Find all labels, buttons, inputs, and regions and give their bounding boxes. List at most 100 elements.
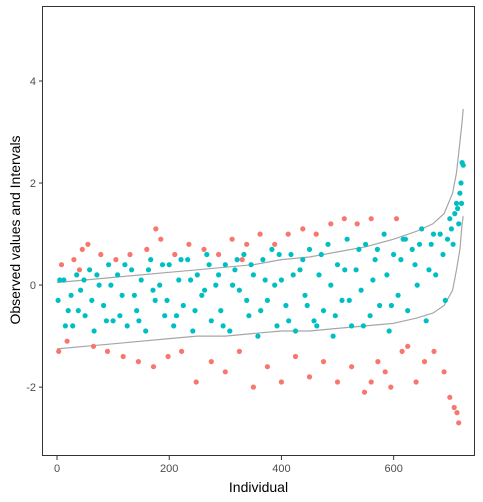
data-point [150,287,156,293]
data-point [81,277,87,283]
data-point [437,231,443,237]
data-point [241,251,247,258]
data-point [122,262,128,268]
data-point [85,241,91,247]
data-point [452,211,458,217]
data-point [316,272,322,278]
data-point [255,333,261,339]
data-point [290,272,296,278]
data-point [89,297,95,303]
data-point [202,287,208,293]
x-tick-label: 0 [54,463,60,475]
data-point [74,272,80,278]
data-point [377,302,383,309]
data-point [426,267,432,273]
data-point [64,338,70,344]
data-point [358,287,364,293]
data-point [332,313,338,319]
y-tick-label: 2 [30,178,36,190]
data-point [388,302,394,309]
data-point [360,323,366,329]
data-point [176,277,182,283]
data-point [354,221,360,227]
data-point [430,231,437,237]
data-point [246,313,252,319]
data-point [136,318,142,324]
data-point [143,328,149,334]
data-point [106,262,112,268]
data-point [192,308,198,314]
data-point [285,231,291,237]
data-point [185,257,191,263]
data-point [82,313,88,319]
data-point [460,162,466,168]
data-point [339,297,345,303]
data-point [304,302,310,309]
data-point [428,241,434,247]
data-point [165,353,171,360]
series-1 [56,216,462,426]
data-point [138,277,144,283]
data-point [431,348,437,354]
y-axis-title: Observed values and Intervals [7,135,23,324]
data-point [71,257,77,263]
data-point [356,246,362,252]
data-point [227,328,233,334]
data-point [166,262,172,268]
data-point [297,267,303,273]
data-point [269,246,275,252]
data-point [78,287,84,293]
data-point [300,226,306,232]
data-point [179,348,185,354]
data-point [402,236,408,242]
data-point [262,277,268,283]
data-point [236,348,242,354]
data-point [361,389,368,395]
data-point [314,323,320,329]
data-point [260,257,266,263]
data-point [391,251,397,258]
data-point [292,328,299,334]
data-point [96,282,102,288]
data-point [76,267,83,273]
y-tick-label: 4 [30,76,36,88]
data-point [264,297,270,303]
data-point [91,328,97,334]
data-point [412,262,418,268]
data-point [399,348,405,354]
data-point [193,379,199,385]
data-point [119,292,125,298]
data-point [55,297,61,303]
data-point [68,292,74,298]
y-tick-label: 0 [30,280,36,292]
data-point [363,241,369,247]
data-point [180,302,186,309]
data-point [58,262,65,268]
data-point [278,379,284,385]
data-point [87,267,93,273]
data-point [208,318,214,324]
data-point [375,359,381,365]
data-point [334,262,341,268]
data-point [135,359,141,365]
data-point [236,287,242,293]
data-point [328,282,334,288]
data-point [342,267,348,273]
data-point [388,384,394,390]
data-point [302,292,308,298]
data-point [61,277,67,283]
series-0 [55,160,466,339]
data-point [367,313,373,319]
data-point [79,246,85,252]
data-point [395,292,401,298]
data-point [334,379,341,385]
data-point [158,236,164,242]
data-point [250,272,256,278]
data-point [134,308,140,314]
data-point [423,318,429,324]
data-point [288,251,294,258]
data-point [413,379,419,385]
data-point [234,257,240,263]
data-point [451,404,457,411]
data-point [405,343,411,349]
